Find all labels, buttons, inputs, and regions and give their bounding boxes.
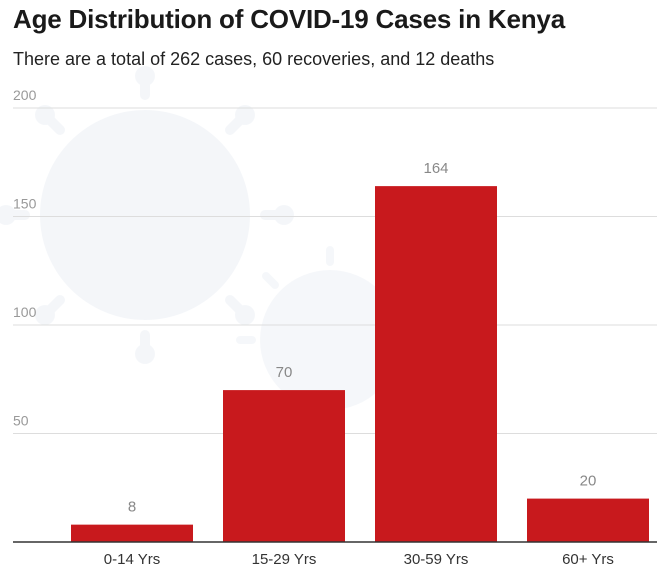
x-axis-tick-labels: 0-14 Yrs 15-29 Yrs 30-59 Yrs 60+ Yrs [104, 551, 614, 568]
x-tick-label: 30-59 Yrs [404, 551, 469, 568]
bar [375, 186, 497, 542]
chart-subtitle: There are a total of 262 cases, 60 recov… [13, 49, 495, 69]
bars [71, 186, 649, 542]
x-tick-label: 0-14 Yrs [104, 551, 160, 568]
y-tick-label: 150 [13, 196, 37, 212]
grid-lines [13, 107, 657, 434]
bar [223, 390, 345, 542]
y-axis-tick-labels: 50 100 150 200 [13, 87, 37, 429]
data-label: 20 [580, 473, 597, 490]
x-tick-label: 60+ Yrs [562, 551, 614, 568]
y-tick-label: 50 [13, 413, 29, 429]
data-label: 164 [423, 160, 448, 177]
bar [71, 524, 193, 542]
data-labels: 8 70 164 20 [128, 160, 597, 516]
y-tick-label: 200 [13, 87, 37, 103]
chart-title: Age Distribution of COVID-19 Cases in Ke… [13, 4, 565, 34]
virus-watermark-left [0, 66, 294, 364]
x-tick-label: 15-29 Yrs [252, 551, 317, 568]
data-label: 70 [276, 364, 293, 381]
data-label: 8 [128, 499, 136, 516]
bar [527, 498, 649, 542]
y-tick-label: 100 [13, 304, 37, 320]
